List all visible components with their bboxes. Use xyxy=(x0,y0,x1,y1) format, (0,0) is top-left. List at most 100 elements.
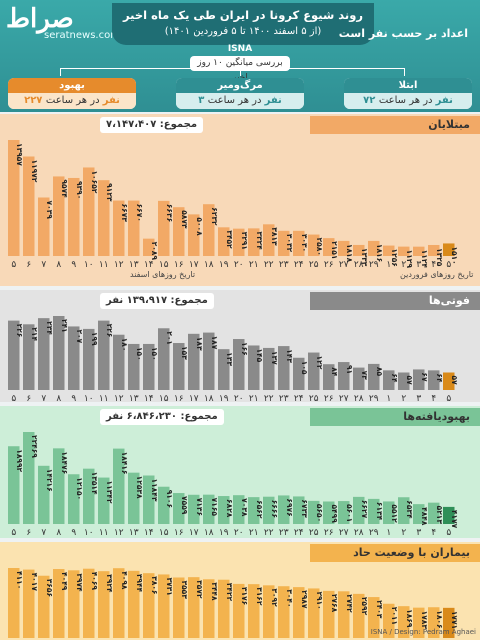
bar xyxy=(68,570,80,638)
bar-value-label: ۲۲۶ xyxy=(105,324,114,338)
bar-value-label: ۳۴۴۸ xyxy=(210,582,219,601)
bar xyxy=(413,246,425,256)
bar-value-label: ۸۵ xyxy=(375,367,384,377)
x-tick-label: ۲۸ xyxy=(354,394,364,404)
x-tick-label: ۲۵ xyxy=(309,528,319,538)
bar xyxy=(83,468,95,524)
bar-value-label: ۱۲۲ xyxy=(315,356,324,370)
bar xyxy=(203,494,215,524)
bar-value-label: ۱۵۰ xyxy=(135,347,144,361)
x-tick-label: ۲۹ xyxy=(369,528,379,538)
bar xyxy=(278,346,290,390)
stat-value: ۷۲ نفر در هر ساعت xyxy=(344,93,472,109)
stat-number: ۷۲ نفر xyxy=(363,95,453,106)
bar xyxy=(38,197,50,256)
bar xyxy=(173,577,185,638)
x-tick-label: ۲۱ xyxy=(249,260,259,270)
chart-total: مجموع: ۱۳۹،۹۱۷ نفر xyxy=(100,293,214,309)
bar xyxy=(263,585,275,638)
connector xyxy=(240,68,241,76)
bar xyxy=(278,230,290,256)
x-tick-label: ۱۹ xyxy=(219,528,229,538)
bar xyxy=(368,363,380,390)
bar-value-label: ۵۷ xyxy=(450,375,459,385)
bar xyxy=(158,328,170,390)
bar xyxy=(338,362,350,390)
x-tick-label: ۸ xyxy=(56,260,61,270)
x-tick-label: ۶ xyxy=(26,394,31,404)
bar xyxy=(188,577,200,638)
bar xyxy=(128,343,140,390)
x-tick-label: ۲۶ xyxy=(324,260,334,270)
bar-value-label: ۱۸۴۱۶ xyxy=(120,452,129,475)
bar-value-label: ۶۵۳۴ xyxy=(405,500,414,519)
bar-value-label: ۱۸۴۷۶ xyxy=(60,451,69,474)
bar-value-label: ۲۷۶۸ xyxy=(330,594,339,613)
bar-value-label: ۱۸۱۸ xyxy=(345,244,354,263)
units-note: اعداد بر حسب نفر است xyxy=(338,27,468,40)
chart-title: مبتلایان xyxy=(310,116,480,134)
x-tick-label: ۸ xyxy=(56,394,61,404)
x-tick-label: ۱۳ xyxy=(129,394,139,404)
footer-credit: ISNA / Design: Pedram Aghaei xyxy=(370,628,476,636)
bar-value-label: ۲۰۱ xyxy=(165,331,174,345)
bar-value-label: ۲۱۵۱ xyxy=(330,241,339,259)
page-title: روند شیوع کرونا در ایران طی یک ماه اخیر xyxy=(122,8,363,22)
bar-value-label: ۵۰۰۸ xyxy=(195,217,204,236)
bar-value-label: ۱۷۸۳ xyxy=(420,611,429,630)
bar xyxy=(143,475,155,524)
stat-number: ۳ نفر xyxy=(198,95,282,106)
bar xyxy=(68,326,80,390)
bar xyxy=(323,238,335,256)
x-tick-label: ۱۴ xyxy=(144,260,154,270)
bar xyxy=(308,588,320,638)
bar-value-label: ۱۱۲۹ xyxy=(405,250,414,269)
x-tick-label: ۵ xyxy=(446,528,451,538)
bar xyxy=(308,352,320,390)
bar xyxy=(233,228,245,256)
bar-value-label: ۳۴۵۲ xyxy=(225,230,234,249)
bar xyxy=(368,498,380,524)
x-tick-label: ۱۸ xyxy=(204,260,214,270)
x-tick-label: ۲۰ xyxy=(234,528,244,538)
bar xyxy=(173,493,185,524)
x-tick-label: ۲۲ xyxy=(264,528,274,538)
x-tick-label: ۷ xyxy=(41,260,46,270)
bar-value-label: ۶۴ xyxy=(435,373,444,383)
chart-deaths: فوتی‌ها مجموع: ۱۳۹،۹۱۷ نفر ۲۲۶ ۵ ۲۱۴ ۶ ۲۳۴ ۷ ۲… xyxy=(0,290,480,404)
bar-value-label: ۶۶۷۳ xyxy=(120,204,129,223)
bar-value-label: ۱۳۳۳ xyxy=(360,248,369,267)
bar-value-label: ۱۸۱۶ xyxy=(375,244,384,262)
bar-chart-svg: ۲۲۶۵۲۱۴۶۲۳۴۷۲۴۱۸۲۰۷۹۱۹۹۱۰۲۲۶۱۱۱۸۰۱۲۱۵۰۱۳… xyxy=(8,316,459,404)
x-tick-label: ۱۴ xyxy=(144,394,154,404)
site-url: seratnews.com xyxy=(44,30,120,41)
x-tick-label: ۴ xyxy=(431,394,436,404)
bar xyxy=(443,243,455,256)
bar-value-label: ۲۰۸۹ xyxy=(150,242,159,261)
bar xyxy=(218,496,230,524)
bar-value-label: ۱۲۵۶ xyxy=(390,249,399,267)
bar-value-label: ۴۱۱۰ xyxy=(15,571,24,589)
bar xyxy=(308,500,320,524)
bar xyxy=(113,448,125,524)
bar-value-label: ۶۶۶۶ xyxy=(270,500,279,518)
bar-value-label: ۱۱۹۷۲ xyxy=(30,159,39,182)
bar-value-label: ۱۵۰ xyxy=(150,347,159,361)
stat-recovered: بهبود ۲۲۷ نفر در هر ساعت xyxy=(8,78,136,109)
bar-value-label: ۶۴ xyxy=(390,373,399,383)
bar-value-label: ۲۴۰۳ xyxy=(375,600,384,619)
bar xyxy=(353,496,365,524)
bar-value-label: ۷۰۳۹ xyxy=(45,200,54,219)
bar-value-label: ۱۴۲۱۶ xyxy=(45,469,54,492)
bar xyxy=(278,495,290,524)
bar xyxy=(98,571,110,638)
logo: صراط xyxy=(6,4,74,34)
x-tick-label: ۵ xyxy=(446,394,451,404)
x-tick-label: ۱۵ xyxy=(159,260,169,270)
stat-unit: در هر ساعت xyxy=(378,95,436,106)
bar-value-label: ۳۹۷۴ xyxy=(75,573,84,592)
bar-value-label: ۶۷۳۳ xyxy=(300,499,309,518)
bar xyxy=(338,591,350,638)
x-tick-label: ۲۹ xyxy=(369,394,379,404)
bar-value-label: ۵۵۱۲ xyxy=(390,504,399,523)
